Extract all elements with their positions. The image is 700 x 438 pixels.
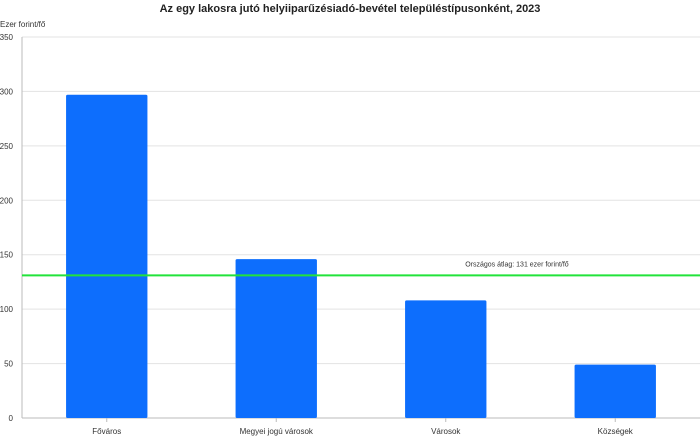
y-axis-label: Ezer forint/fő <box>0 20 46 29</box>
y-tick-label: 0 <box>9 414 14 423</box>
x-tick-label: Főváros <box>92 427 121 436</box>
y-tick-label: 200 <box>0 196 14 205</box>
reference-line-label: Országos átlag: 131 ezer forint/fő <box>465 261 569 268</box>
y-tick-label: 300 <box>0 87 14 96</box>
bar-0 <box>66 94 148 419</box>
bar-2 <box>405 300 487 418</box>
chart-title: Az egy lakosra jutó helyiiparűzésiadó-be… <box>159 3 541 15</box>
y-tick-label: 350 <box>0 33 14 42</box>
y-tick-label: 100 <box>0 305 14 314</box>
bars <box>66 94 656 419</box>
y-tick-label: 50 <box>4 360 13 369</box>
bar-3 <box>574 364 656 418</box>
x-tick-label: Községek <box>598 427 634 436</box>
tick-labels: 0 50 100 150 200 250 300 350 Főváros Megyei jogú … <box>0 33 634 436</box>
x-tick-label: Megyei jogú városok <box>240 427 314 436</box>
y-tick-label: 250 <box>0 142 14 151</box>
x-tick-label: Városok <box>431 427 461 436</box>
reference-line-group: Országos átlag: 131 ezer forint/fő <box>22 261 700 277</box>
y-tick-label: 150 <box>0 251 14 260</box>
bar-1 <box>235 259 317 418</box>
